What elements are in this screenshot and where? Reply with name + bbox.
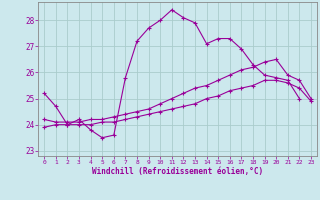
X-axis label: Windchill (Refroidissement éolien,°C): Windchill (Refroidissement éolien,°C): [92, 167, 263, 176]
